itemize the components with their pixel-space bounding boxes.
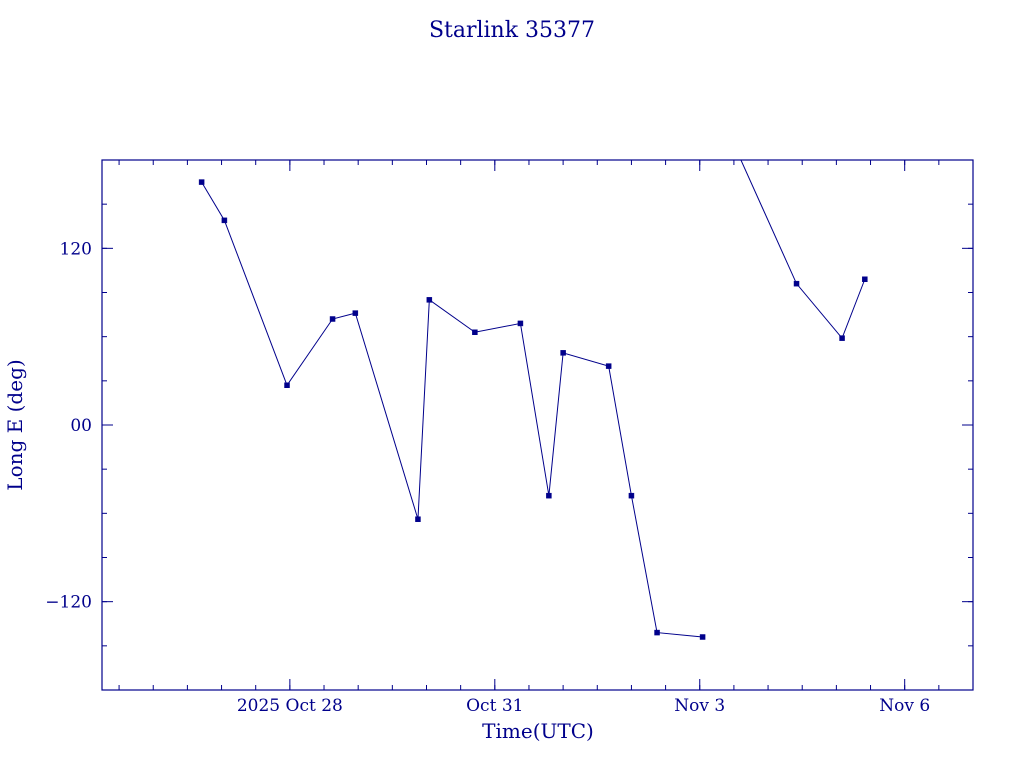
x-tick-label: Nov 6 [879, 696, 930, 716]
data-point [426, 297, 433, 303]
data-point [839, 335, 845, 341]
data-point [560, 350, 566, 356]
data-point [793, 280, 800, 287]
data-point [517, 320, 524, 327]
y-major-ticks [102, 247, 973, 603]
series-line [201, 181, 703, 638]
data-point [352, 310, 359, 316]
x-tick-label: Oct 31 [466, 696, 523, 716]
x-tick-label: Nov 3 [674, 696, 725, 716]
data-point [628, 492, 635, 499]
y-tick-label: 00 [70, 416, 92, 436]
x-major-ticks [289, 160, 906, 690]
x-tick-label: 2025 Oct 28 [237, 696, 343, 716]
x-minor-ticks [118, 160, 974, 690]
data-point [329, 316, 336, 322]
data-point [699, 634, 706, 640]
y-tick-labels: 120 00 −120 [45, 239, 92, 612]
data-point [284, 382, 290, 388]
data-point [472, 329, 478, 335]
series-line [740, 160, 866, 340]
x-tick-labels: 2025 Oct 28 Oct 31 Nov 3 Nov 6 [237, 696, 930, 716]
chart-title: Starlink 35377 [429, 18, 595, 43]
y-axis-label: Long E (deg) [3, 359, 27, 490]
data-point [415, 516, 421, 522]
data-points [198, 179, 868, 640]
y-tick-label: 120 [60, 239, 92, 259]
y-tick-label: −120 [45, 593, 92, 613]
data-point [221, 217, 228, 224]
data-point [546, 492, 552, 499]
data-point [654, 629, 660, 636]
x-axis-label: Time(UTC) [482, 719, 594, 743]
data-point [862, 276, 868, 282]
plot-frame [101, 159, 974, 691]
data-point [605, 363, 612, 369]
data-point [198, 179, 205, 185]
data-lines [201, 160, 866, 638]
